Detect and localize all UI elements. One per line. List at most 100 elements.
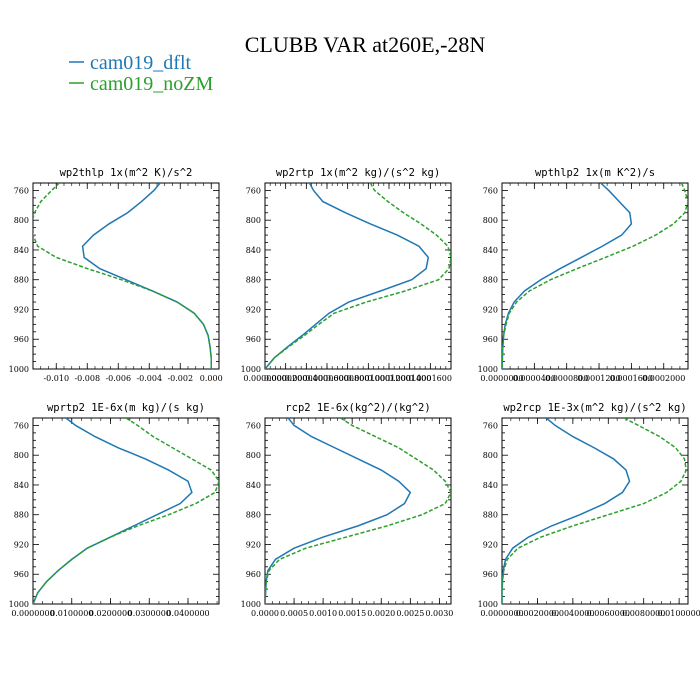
y-tick-label: 760 [483,421,498,430]
series-line-nozm [33,418,219,604]
x-tick-label: 0.0020 [367,609,395,618]
panel-title: wp2thlp 1x(m^2 K)/s^2 [60,167,193,179]
y-tick-label: 960 [246,570,261,579]
legend-label-nozm: cam019_noZM [90,73,214,95]
x-tick-label: -0.006 [105,374,131,383]
x-tick-label: 0.0015 [338,609,366,618]
x-tick-label: 0.0010 [309,609,337,618]
y-tick-label: 960 [246,335,261,344]
y-tick-label: 800 [14,451,29,460]
x-tick-label: 0.0001200 [367,374,410,383]
y-tick-label: 1000 [241,365,261,374]
x-tick-label: 0.0200000 [89,609,132,618]
series-line-dflt [265,418,412,604]
y-tick-label: 760 [14,421,29,430]
y-tick-label: 840 [14,481,29,490]
y-tick-label: 800 [483,216,498,225]
y-tick-label: 840 [246,246,261,255]
x-tick-label: 0.0100000 [658,609,700,618]
x-tick-label: 0.0000400 [513,374,556,383]
series-line-nozm [265,418,451,604]
panel-1: wp2thlp 1x(m^2 K)/s^2 760 800 840 880 920 960 1… [9,167,223,383]
x-tick-label: 0.0000000 [11,609,54,618]
x-tick-label: 0.0001000 [347,374,390,383]
y-tick-label: 1000 [241,600,261,609]
figure-title: CLUBB VAR at260E,-28N [245,32,486,57]
x-tick-label: 0.0080000 [622,609,665,618]
x-tick-label: 0.0000 [251,609,279,618]
series-line-nozm [502,418,688,604]
series-line-nozm [502,183,688,369]
x-tick-label: 0.000 [200,374,223,383]
series-line-dflt [502,418,631,604]
y-tick-label: 840 [246,481,261,490]
series-line-dflt [265,183,430,369]
panel-title: wp2rtp 1x(m^2 kg)/(s^2 kg) [276,167,440,179]
plot-frame [264,417,452,605]
y-tick-label: 920 [483,305,498,314]
y-tick-label: 880 [483,276,498,285]
y-tick-label: 800 [246,451,261,460]
x-tick-label: 0.0030 [425,609,453,618]
series-line-nozm [265,183,451,369]
x-tick-label: 0.0000600 [305,374,348,383]
x-tick-label: 0.0040000 [551,609,594,618]
y-tick-label: 960 [483,570,498,579]
plot-frame [32,417,220,605]
x-tick-label: 0.0001200 [577,374,620,383]
y-tick-label: 1000 [9,600,29,609]
y-tick-label: 960 [14,570,29,579]
panel-title: wpthlp2 1x(m K^2)/s [535,167,655,179]
y-tick-label: 800 [246,216,261,225]
plot-frame [32,182,220,370]
x-tick-label: 0.0300000 [128,609,171,618]
y-tick-label: 920 [14,540,29,549]
y-tick-label: 960 [14,335,29,344]
y-tick-label: 800 [14,216,29,225]
series-line-dflt [33,418,193,604]
panel-4: wprtp2 1E-6x(m kg)/(s kg) 760 800 840 880 920… [9,402,220,618]
y-tick-label: 880 [246,511,261,520]
x-tick-label: 0.0000200 [264,374,307,383]
x-tick-label: 0.0100000 [50,609,93,618]
panel-title: wprtp2 1E-6x(m kg)/(s kg) [47,402,205,414]
plot-frame [501,182,689,370]
x-tick-label: -0.004 [136,374,162,383]
y-tick-label: 840 [14,246,29,255]
plot-frame [501,417,689,605]
y-tick-label: 880 [246,276,261,285]
panel-6: wp2rcp 1E-3x(m^2 kg)/(s^2 kg) 760 800 840 88… [478,402,700,618]
panel-title: rcp2 1E-6x(kg^2)/(kg^2) [285,402,430,414]
x-tick-label: 0.0001600 [409,374,452,383]
y-tick-label: 880 [14,276,29,285]
y-tick-label: 800 [483,451,498,460]
x-tick-label: 0.0001400 [388,374,431,383]
series-line-dflt [81,183,212,369]
y-tick-label: 760 [14,186,29,195]
y-tick-label: 880 [483,511,498,520]
y-tick-label: 760 [246,421,261,430]
y-tick-label: 920 [483,540,498,549]
panels: wp2thlp 1x(m^2 K)/s^2 760 800 840 880 920 960 1… [9,167,700,618]
plot-frame [264,182,452,370]
y-tick-label: 1000 [9,365,29,374]
y-tick-label: 840 [483,481,498,490]
x-tick-label: 0.0002000 [642,374,685,383]
x-tick-label: 0.0005 [280,609,308,618]
x-tick-label: 0.0000000 [480,374,523,383]
x-tick-label: 0.0025 [396,609,424,618]
x-tick-label: 0.0000800 [326,374,369,383]
x-tick-label: -0.010 [43,374,69,383]
x-tick-label: 0.0060000 [587,609,630,618]
x-tick-label: 0.0400000 [166,609,209,618]
x-tick-label: 0.0000400 [285,374,328,383]
panel-title: wp2rcp 1E-3x(m^2 kg)/(s^2 kg) [503,402,686,414]
x-tick-label: 0.0000000 [243,374,286,383]
x-tick-label: 0.0001600 [610,374,653,383]
y-tick-label: 920 [246,305,261,314]
y-tick-label: 880 [14,511,29,520]
panel-2: wp2rtp 1x(m^2 kg)/(s^2 kg) 760 800 840 880 92… [241,167,452,383]
x-tick-label: 0.0020000 [516,609,559,618]
y-tick-label: 760 [483,186,498,195]
